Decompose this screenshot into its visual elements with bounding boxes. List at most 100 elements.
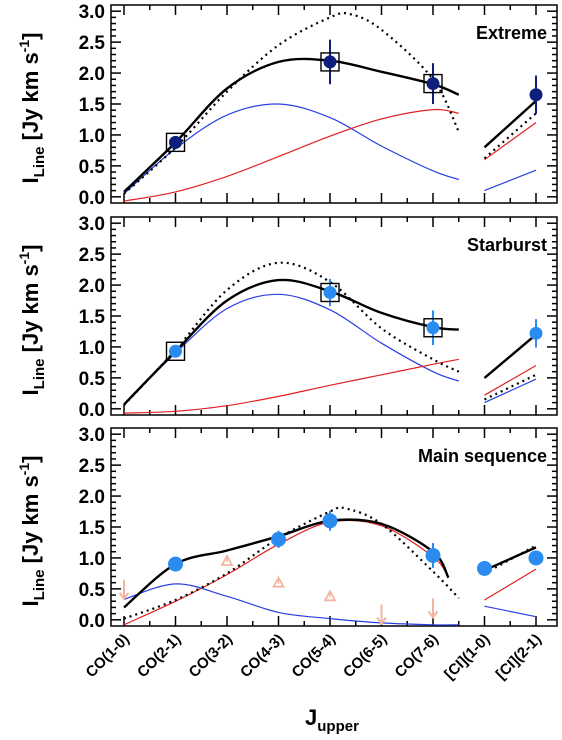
- data-point: [322, 510, 338, 531]
- y-axis-label-main: I: [18, 389, 43, 395]
- y-axis-label-unit-exponent: -1: [16, 252, 32, 265]
- y-tick-label: 0.5: [79, 580, 106, 601]
- y-tick-label: 2.0: [79, 276, 105, 297]
- ci-total-model-line: [484, 546, 537, 572]
- data-point: [529, 319, 543, 348]
- y-axis-label-3: ILine [Jy km s-1]: [16, 456, 48, 607]
- y-axis-label-subscript: Line: [31, 146, 48, 177]
- data-point: [423, 63, 443, 104]
- panels: 0.0 0.5 1.0 1.5 2.0 2.5 3.0 Extreme 0.0 0.5 1.0 1.5…: [79, 2, 558, 632]
- upper-limit-arrowhead: [118, 592, 130, 601]
- lower-limit-triangle: [220, 554, 234, 566]
- x-axis-label: Jupper: [305, 705, 359, 735]
- data-point-marker: [271, 531, 286, 547]
- ci-cold-component-line: [484, 605, 537, 618]
- y-tick-label: 1.5: [79, 307, 106, 328]
- data-point-marker: [323, 55, 337, 69]
- data-point-marker: [426, 321, 440, 335]
- data-point: [165, 132, 186, 153]
- y-axis-label-unit: [Jy km s: [18, 264, 43, 358]
- y-tick-label: 2.0: [79, 487, 105, 508]
- panel-title: Extreme: [476, 23, 547, 43]
- data-point-box: [320, 52, 340, 72]
- upper-limit-marker: [427, 598, 439, 620]
- y-tick-label: 2.0: [79, 64, 105, 85]
- data-point: [271, 530, 286, 549]
- upper-limit-marker: [118, 579, 130, 601]
- data-point-box: [320, 282, 340, 303]
- x-tick-labels: CO(1-0) CO(2-1) CO(3-2) CO(4-3) CO(5-4) CO(6-…: [83, 631, 545, 683]
- data-point-box: [423, 73, 443, 94]
- y-axis-label-unit-close: ]: [18, 33, 43, 40]
- ci-warm-component-line: [484, 568, 537, 601]
- y-tick-label: 0.0: [79, 188, 105, 209]
- y-axis-label-unit-close: ]: [18, 456, 43, 463]
- y-tick-label: 1.0: [79, 126, 105, 147]
- data-point-box: [165, 132, 186, 153]
- lower-limit-marker: [323, 589, 337, 602]
- y-tick-label: 0.0: [79, 400, 105, 421]
- alternative-model-curve: [123, 261, 460, 406]
- lower-limit-triangle: [323, 589, 337, 602]
- y-tick-label: 2.5: [79, 245, 106, 266]
- data-point: [320, 278, 340, 307]
- lower-limit-triangle: [271, 575, 286, 588]
- y-tick-label: 0.5: [79, 157, 106, 178]
- cold-component-curve: [123, 583, 459, 626]
- x-tick-label: CO(1-0): [83, 631, 133, 681]
- x-tick-label: CO(7-6): [392, 631, 442, 681]
- ci-warm-component-line: [484, 122, 537, 161]
- data-point: [528, 550, 544, 566]
- data-point-marker: [169, 135, 182, 149]
- data-point-marker: [426, 77, 440, 91]
- y-axis-label-unit-close: ]: [18, 245, 43, 252]
- y-tick-label: 3.0: [79, 2, 105, 23]
- data-point: [529, 75, 543, 114]
- data-point-box: [423, 318, 443, 338]
- y-tick-label: 3.0: [79, 214, 105, 235]
- lower-limit-marker: [220, 554, 234, 566]
- panel-title: Main sequence: [418, 446, 547, 466]
- data-point-marker: [322, 513, 338, 529]
- warm-component-curve: [123, 519, 449, 626]
- y-tick-label: 0.0: [79, 611, 105, 632]
- y-tick-label: 0.5: [79, 369, 106, 390]
- total-model-curve: [123, 57, 460, 193]
- data-point: [168, 556, 183, 572]
- y-axis-label: ILine [Jy km s-1]ILine [Jy km s-1]ILine …: [16, 33, 48, 607]
- y-tick-label: 1.0: [79, 549, 105, 570]
- warm-component-curve: [123, 358, 459, 414]
- upper-limit-arrowhead: [376, 616, 387, 626]
- panel-3: 0.0 0.5 1.0 1.5 2.0 2.5 3.0 Main sequence: [79, 425, 558, 632]
- data-point: [165, 341, 186, 361]
- x-axis-label-main: J: [305, 705, 317, 730]
- data-point-marker: [529, 88, 543, 102]
- y-axis-label-unit-exponent: -1: [16, 40, 32, 53]
- data-point-marker: [529, 326, 543, 340]
- ci-warm-component-line: [484, 364, 537, 396]
- data-point-marker: [528, 550, 544, 566]
- panel-1: 0.0 0.5 1.0 1.5 2.0 2.5 3.0 Extreme: [79, 2, 558, 209]
- y-axis-label-subscript: Line: [31, 358, 48, 389]
- warm-component-curve: [123, 108, 459, 202]
- data-point: [477, 560, 492, 576]
- ci-total-model-line: [483, 333, 537, 379]
- data-point-box: [165, 341, 186, 361]
- x-tick-label: [CI](1-0): [441, 631, 493, 683]
- y-tick-label: 1.5: [79, 95, 106, 116]
- y-axis-label-main: I: [18, 177, 43, 183]
- data-point-marker: [425, 547, 441, 563]
- alternative-model-curve: [123, 11, 460, 195]
- x-tick-label: CO(2-1): [134, 631, 184, 681]
- y-tick-label: 2.5: [79, 33, 106, 54]
- y-axis-label-unit: [Jy km s: [18, 52, 43, 146]
- y-axis-label-subscript: Line: [31, 569, 48, 600]
- ci-cold-component-line: [484, 169, 537, 192]
- x-tick-label: [CI](2-1): [493, 631, 545, 683]
- upper-limit-marker: [376, 604, 387, 626]
- lower-limit-marker: [271, 575, 286, 588]
- y-tick-label: 2.5: [79, 456, 106, 477]
- x-tick-label: CO(6-5): [340, 631, 390, 681]
- y-tick-label: 1.0: [79, 338, 105, 359]
